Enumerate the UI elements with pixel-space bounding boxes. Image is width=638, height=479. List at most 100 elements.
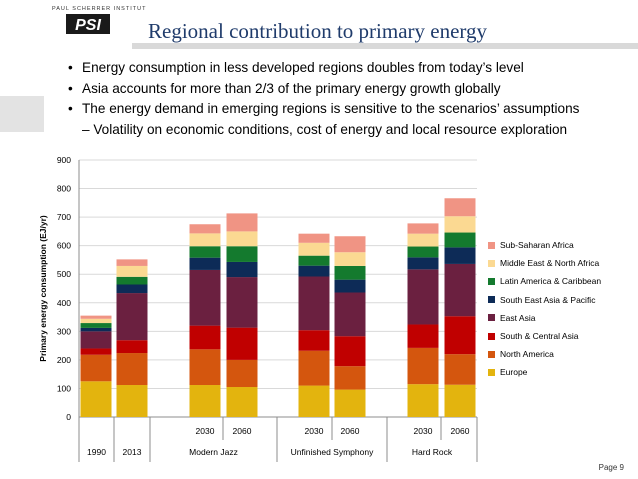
bar-segment: [226, 213, 258, 232]
bar-segment: [116, 284, 148, 294]
page-number: Page 9: [598, 463, 624, 472]
group-label: Modern Jazz: [189, 447, 238, 457]
legend-label: East Asia: [500, 312, 536, 323]
legend-item: East Asia: [488, 309, 601, 327]
bar-segment: [80, 318, 112, 324]
bar-segment: [189, 385, 221, 417]
bar-segment: [444, 216, 476, 233]
bar-segment: [407, 223, 439, 234]
bar-segment: [334, 279, 366, 293]
bar-segment: [334, 236, 366, 253]
legend-swatch: [488, 277, 495, 285]
bar-segment: [226, 261, 258, 278]
legend-item: Sub-Saharan Africa: [488, 236, 601, 254]
bar-segment: [444, 198, 476, 217]
x-tick-label: 2060: [451, 426, 470, 436]
bar-segment: [226, 359, 258, 388]
x-tick-label: 2060: [341, 426, 360, 436]
bar-segment: [407, 384, 439, 417]
bullet-item: • The energy demand in emerging regions i…: [68, 101, 580, 116]
legend-label: Sub-Saharan Africa: [500, 240, 574, 251]
bar-segment: [226, 327, 258, 360]
bar-segment: [116, 259, 148, 266]
legend-label: South East Asia & Pacific: [500, 294, 596, 305]
logo-institute-name: PAUL SCHERRER INSTITUT: [52, 6, 147, 12]
y-tick-label: 0: [66, 412, 71, 422]
bar-segment: [116, 265, 148, 277]
legend-swatch: [488, 314, 495, 322]
slide-title: Regional contribution to primary energy: [148, 19, 488, 43]
title-underline: [132, 43, 638, 49]
legend-label: Middle East & North Africa: [500, 258, 600, 269]
bar-segment: [334, 389, 366, 417]
legend-label: South & Central Asia: [500, 331, 579, 342]
y-tick-label: 300: [57, 326, 71, 336]
bar-segment: [444, 232, 476, 248]
bar-segment: [116, 276, 148, 285]
bar-segment: [444, 247, 476, 264]
psi-logo: PAUL SCHERRER INSTITUT PSI: [52, 6, 147, 44]
y-tick-label: 700: [57, 212, 71, 222]
bar-segment: [334, 265, 366, 280]
x-tick-label: 2030: [305, 426, 324, 436]
psi-logo-mark: PSI: [66, 14, 110, 34]
bar-segment: [80, 315, 112, 319]
bar-segment: [116, 293, 148, 341]
legend-label: Latin America & Caribbean: [500, 276, 602, 287]
y-tick-label: 900: [57, 155, 71, 165]
y-tick-label: 400: [57, 298, 71, 308]
logo-mark-text: PSI: [75, 17, 101, 34]
bar-segment: [407, 257, 439, 270]
bar-segment: [116, 385, 148, 417]
group-label: 1990: [87, 447, 106, 457]
bar-segment: [334, 252, 366, 266]
bar-segment: [189, 224, 221, 234]
legend-swatch: [488, 296, 495, 304]
bullet-text: The energy demand in emerging regions is…: [82, 101, 580, 116]
bar-segment: [334, 336, 366, 367]
legend-item: South & Central Asia: [488, 327, 601, 345]
bar-segment: [407, 246, 439, 258]
group-label: Unfinished Symphony: [291, 447, 374, 457]
bar-segment: [298, 385, 330, 417]
bar-segment: [189, 269, 221, 326]
legend-label: North America: [500, 349, 554, 360]
bullet-text: Energy consumption in less developed reg…: [82, 60, 524, 75]
bar-segment: [189, 246, 221, 258]
bar-segment: [444, 316, 476, 355]
group-label: Hard Rock: [412, 447, 453, 457]
bar-segment: [407, 269, 439, 325]
y-tick-label: 800: [57, 184, 71, 194]
x-tick-label: 2030: [414, 426, 433, 436]
sub-bullet: – Volatility on economic conditions, cos…: [82, 121, 568, 137]
bar-segment: [80, 327, 112, 332]
bar-segment: [80, 331, 112, 349]
bar-segment: [407, 347, 439, 385]
bar-segment: [407, 324, 439, 348]
bar-segment: [334, 366, 366, 390]
bullet-text: Asia accounts for more than 2/3 of the p…: [82, 80, 501, 96]
bar-segment: [298, 265, 330, 277]
y-tick-label: 200: [57, 355, 71, 365]
legend-item: North America: [488, 345, 601, 363]
bar-segment: [444, 354, 476, 385]
legend-item: Middle East & North Africa: [488, 254, 601, 272]
y-tick-label: 500: [57, 269, 71, 279]
bar-segment: [334, 292, 366, 337]
bar-segment: [189, 257, 221, 270]
bar-segment: [80, 381, 112, 417]
legend-swatch: [488, 350, 495, 358]
bar-segment: [189, 349, 221, 386]
bar-segment: [298, 233, 330, 243]
bar-segment: [298, 276, 330, 331]
side-accent-bar: [0, 96, 44, 132]
legend-swatch: [488, 332, 495, 340]
bullet-list: • Energy consumption in less developed re…: [68, 58, 628, 140]
y-tick-label: 600: [57, 241, 71, 251]
y-axis-title: Primary energy consumption (EJ/yr): [38, 215, 48, 362]
bar-segment: [80, 323, 112, 328]
group-label: 2013: [123, 447, 142, 457]
y-tick-label: 100: [57, 383, 71, 393]
bar-segment: [80, 354, 112, 382]
legend-item: South East Asia & Pacific: [488, 291, 601, 309]
